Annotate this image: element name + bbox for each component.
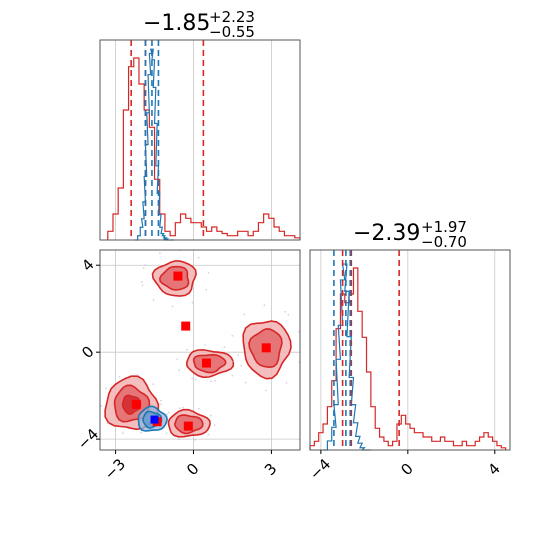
scatter-point-59	[142, 267, 145, 270]
scatter-point-50	[159, 399, 162, 402]
red-marker-1	[181, 321, 191, 331]
scatter-point-40	[136, 374, 139, 376]
param2-title-plus: +1.97	[421, 218, 467, 236]
scatter-point-16	[210, 414, 212, 417]
mid-y-label-1: 0	[78, 342, 97, 361]
scatter-point-22	[186, 348, 188, 351]
scatter-point-6	[182, 406, 184, 409]
scatter-point-28	[244, 381, 247, 384]
scatter-point-58	[297, 330, 300, 333]
param2-red-histogram	[309, 267, 507, 450]
scatter-point-45	[152, 383, 155, 386]
scatter-point-1	[168, 411, 170, 414]
joint-posterior-panel: −3 0 3 −4 0 4	[74, 249, 301, 483]
red-marker-2	[173, 271, 183, 281]
scatter-point-54	[141, 284, 144, 287]
scatter-point-0	[160, 403, 162, 406]
red-marker-0	[131, 399, 141, 409]
scatter-point-24	[197, 256, 200, 259]
scatter-point-10	[140, 431, 142, 434]
scatter-point-23	[265, 389, 267, 392]
red-marker-3	[201, 358, 211, 368]
scatter-point-53	[284, 310, 287, 313]
mid-x-label-0: −3	[101, 455, 129, 483]
right-x-label-0: −4	[306, 455, 334, 483]
red-marker-5	[261, 343, 271, 353]
scatter-point-20	[106, 422, 109, 425]
scatter-point-27	[204, 344, 206, 346]
mid-y-label-0: −4	[74, 425, 102, 453]
scatter-point-35	[118, 375, 121, 378]
param1-red-histogram	[107, 57, 301, 240]
scatter-point-2	[210, 380, 213, 383]
mid-x-label-2: 3	[261, 460, 280, 479]
scatter-point-36	[178, 438, 181, 441]
scatter-point-51	[166, 413, 168, 416]
red-marker-4	[183, 421, 193, 431]
scatter-point-3	[287, 313, 290, 316]
scatter-point-56	[179, 407, 181, 410]
param1-title-value: −1.85	[143, 11, 210, 36]
param1-histogram-panel	[99, 39, 301, 241]
scatter-point-29	[207, 271, 210, 274]
top-panel-frame	[99, 39, 301, 241]
param2-title-value: −2.39	[353, 221, 420, 246]
scatter-point-39	[191, 301, 194, 304]
param1-title: −1.85 +2.23 −0.55	[143, 8, 255, 41]
scatter-point-26	[207, 433, 210, 436]
param1-title-minus: −0.55	[209, 23, 255, 41]
scatter-point-32	[223, 346, 226, 348]
scatter-point-37	[237, 354, 240, 356]
scatter-point-12	[178, 369, 181, 372]
param1-title-plus: +2.23	[209, 8, 255, 26]
scatter-point-7	[191, 377, 194, 380]
mid-x-label-1: 0	[183, 460, 202, 479]
right-x-label-1: 0	[397, 460, 416, 479]
scatter-point-44	[171, 305, 174, 308]
scatter-point-15	[122, 432, 124, 435]
scatter-point-34	[205, 288, 208, 291]
scatter-point-52	[214, 379, 217, 382]
scatter-point-42	[240, 364, 243, 367]
scatter-point-31	[194, 439, 197, 441]
param1-blue-histogram	[135, 48, 175, 241]
scatter-point-25	[100, 405, 103, 408]
scatter-point-57	[194, 378, 197, 381]
scatter-point-4	[140, 281, 143, 283]
right-x-label-2: 4	[484, 460, 503, 479]
param2-blue-histogram	[323, 263, 371, 451]
mid-panel-frame	[99, 249, 301, 451]
scatter-point-43	[243, 313, 246, 316]
scatter-point-47	[231, 374, 234, 377]
scatter-point-9	[144, 264, 147, 267]
param2-title: −2.39 +1.97 −0.70	[353, 218, 467, 251]
scatter-point-11	[198, 407, 200, 410]
scatter-point-18	[285, 381, 288, 384]
scatter-point-41	[165, 432, 168, 435]
right-panel-frame	[309, 249, 511, 451]
scatter-point-17	[176, 358, 179, 361]
blue-marker-0	[150, 415, 159, 424]
mid-y-label-2: 4	[78, 255, 97, 274]
scatter-point-30	[104, 387, 107, 390]
scatter-point-48	[263, 304, 266, 307]
scatter-point-33	[231, 360, 234, 363]
scatter-point-14	[158, 252, 161, 254]
scatter-point-38	[231, 334, 234, 337]
param2-histogram-panel: −4 0 4	[306, 249, 511, 483]
scatter-point-21	[213, 424, 216, 427]
scatter-point-49	[152, 299, 155, 301]
param2-title-minus: −0.70	[421, 233, 467, 251]
